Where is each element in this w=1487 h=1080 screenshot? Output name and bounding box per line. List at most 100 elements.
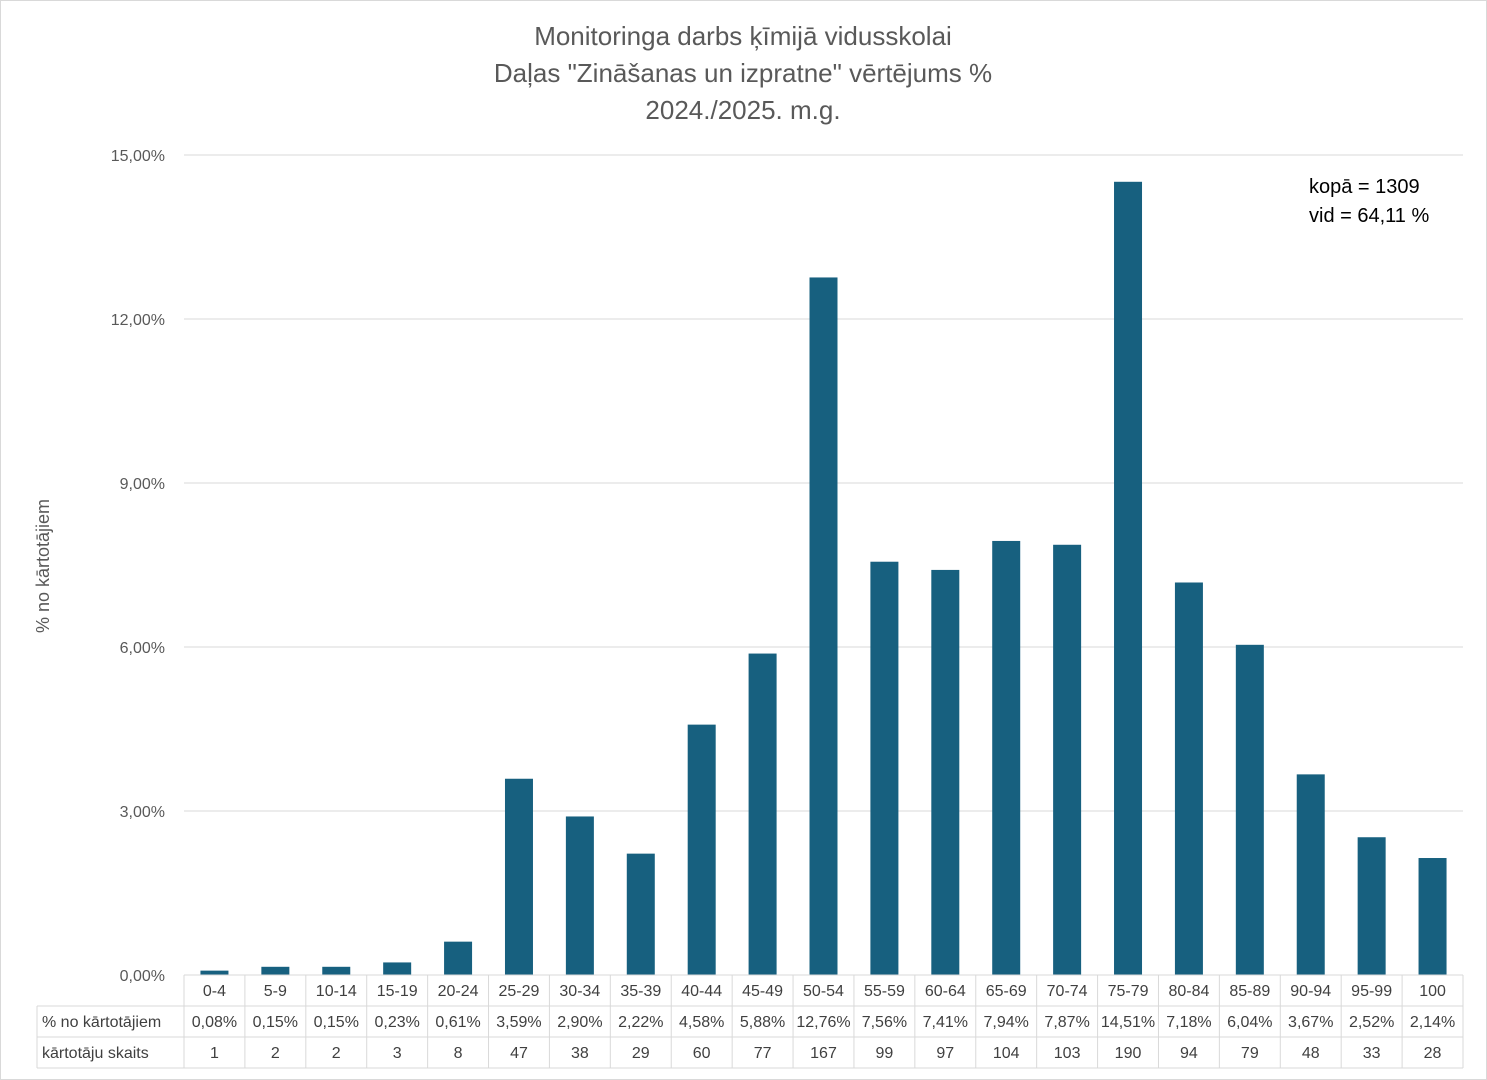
- table-cell: 2,52%: [1349, 1014, 1394, 1031]
- table-cell: 2: [332, 1045, 341, 1062]
- table-cell: 38: [571, 1045, 589, 1062]
- table-cell: 5,88%: [740, 1014, 785, 1031]
- bar: [809, 277, 838, 975]
- chart-title-line-1: Monitoringa darbs ķīmijā vidusskolai: [534, 21, 952, 51]
- bar: [1296, 774, 1325, 975]
- table-cell: 12,76%: [796, 1014, 850, 1031]
- bar: [687, 724, 716, 975]
- table-row-label: kārtotāju skaits: [42, 1045, 149, 1062]
- bar: [504, 778, 533, 975]
- x-category-label: 25-29: [499, 983, 540, 1000]
- y-tick-label: 6,00%: [120, 640, 165, 657]
- table-cell: 0,15%: [253, 1014, 298, 1031]
- bar: [992, 540, 1021, 975]
- x-category-label: 100: [1419, 983, 1446, 1000]
- y-tick-label: 3,00%: [120, 804, 165, 821]
- data-table: 0-4 5-9 10-14 15-19 20-24 25-29 30-34 35-39 40-4…: [36, 974, 1464, 1069]
- table-cell: 167: [810, 1045, 837, 1062]
- table-cell: 2: [271, 1045, 280, 1062]
- x-category-label: 55-59: [864, 983, 905, 1000]
- table-cell: 0,23%: [374, 1014, 419, 1031]
- x-category-label: 35-39: [620, 983, 661, 1000]
- table-cell: 29: [632, 1045, 650, 1062]
- x-category-label: 45-49: [742, 983, 783, 1000]
- table-cell: 0,15%: [314, 1014, 359, 1031]
- bar: [565, 816, 594, 975]
- table-cell: 190: [1115, 1045, 1142, 1062]
- annotation-average: vid = 64,11 %: [1309, 205, 1429, 227]
- bar: [1114, 181, 1143, 975]
- table-cell: 97: [936, 1045, 954, 1062]
- table-cell: 28: [1424, 1045, 1442, 1062]
- table-cell: 7,56%: [862, 1014, 907, 1031]
- table-cell: 4,58%: [679, 1014, 724, 1031]
- table-cell: 33: [1363, 1045, 1381, 1062]
- table-cell: 47: [510, 1045, 528, 1062]
- x-category-label: 95-99: [1351, 983, 1392, 1000]
- x-category-label: 40-44: [681, 983, 722, 1000]
- bar: [383, 962, 412, 975]
- x-category-label: 60-64: [925, 983, 966, 1000]
- y-tick-label: 12,00%: [111, 312, 165, 329]
- bar: [870, 561, 899, 975]
- x-category-label: 20-24: [438, 983, 479, 1000]
- bar: [1174, 582, 1203, 975]
- table-cell: 7,87%: [1044, 1014, 1089, 1031]
- x-category-label: 90-94: [1290, 983, 1331, 1000]
- table-cell: 14,51%: [1101, 1014, 1155, 1031]
- y-tick-label: 9,00%: [120, 476, 165, 493]
- bar: [1418, 858, 1447, 975]
- bar: [626, 853, 655, 975]
- table-cell: 7,94%: [984, 1014, 1029, 1031]
- table-row-label: % no kārtotājiem: [42, 1014, 161, 1031]
- table-cell: 7,41%: [923, 1014, 968, 1031]
- table-cell: 2,90%: [557, 1014, 602, 1031]
- annotation-total: kopā = 1309: [1309, 176, 1420, 198]
- x-category-label: 5-9: [264, 983, 287, 1000]
- table-cell: 48: [1302, 1045, 1320, 1062]
- bar: [200, 970, 229, 975]
- bar: [1357, 837, 1386, 975]
- x-category-label: 0-4: [203, 983, 226, 1000]
- table-cell: 99: [876, 1045, 894, 1062]
- bar: [261, 966, 290, 975]
- table-cell: 77: [754, 1045, 772, 1062]
- bar: [931, 569, 960, 975]
- x-category-label: 80-84: [1168, 983, 1209, 1000]
- chart-title: Monitoringa darbs ķīmijā vidusskolai Daļ…: [494, 21, 992, 125]
- table-cell: 104: [993, 1045, 1020, 1062]
- y-tick-label: 15,00%: [111, 148, 165, 165]
- bar: [322, 966, 351, 975]
- table-cell: 79: [1241, 1045, 1259, 1062]
- table-cell: 3,59%: [496, 1014, 541, 1031]
- table-cell: 0,08%: [192, 1014, 237, 1031]
- table-cell: 103: [1054, 1045, 1081, 1062]
- y-axis-tick-labels: 0,00% 3,00% 6,00% 9,00% 12,00% 15,00%: [111, 148, 165, 985]
- bar: [444, 941, 473, 975]
- bar: [1235, 644, 1264, 975]
- summary-annotation: kopā = 1309 vid = 64,11 %: [1309, 176, 1429, 227]
- table-cell: 0,61%: [435, 1014, 480, 1031]
- y-axis-title: % no kārtotājiem: [33, 499, 53, 633]
- bar: [1053, 544, 1082, 975]
- table-cell: 60: [693, 1045, 711, 1062]
- x-category-label: 65-69: [986, 983, 1027, 1000]
- x-category-label: 15-19: [377, 983, 418, 1000]
- table-cell: 7,18%: [1166, 1014, 1211, 1031]
- x-category-label: 50-54: [803, 983, 844, 1000]
- bar: [748, 653, 777, 975]
- table-cell: 2,22%: [618, 1014, 663, 1031]
- bar-series: [200, 181, 1447, 975]
- chart-title-line-2: Daļas "Zināšanas un izpratne" vērtējums …: [494, 58, 992, 88]
- table-cell: 6,04%: [1227, 1014, 1272, 1031]
- chart-title-line-3: 2024./2025. m.g.: [645, 95, 840, 125]
- x-category-label: 85-89: [1229, 983, 1270, 1000]
- x-category-label: 75-79: [1108, 983, 1149, 1000]
- x-category-label: 10-14: [316, 983, 357, 1000]
- x-category-label: 70-74: [1047, 983, 1088, 1000]
- table-cell: 3,67%: [1288, 1014, 1333, 1031]
- table-cell: 8: [454, 1045, 463, 1062]
- table-cell: 3: [393, 1045, 402, 1062]
- x-category-label: 30-34: [559, 983, 600, 1000]
